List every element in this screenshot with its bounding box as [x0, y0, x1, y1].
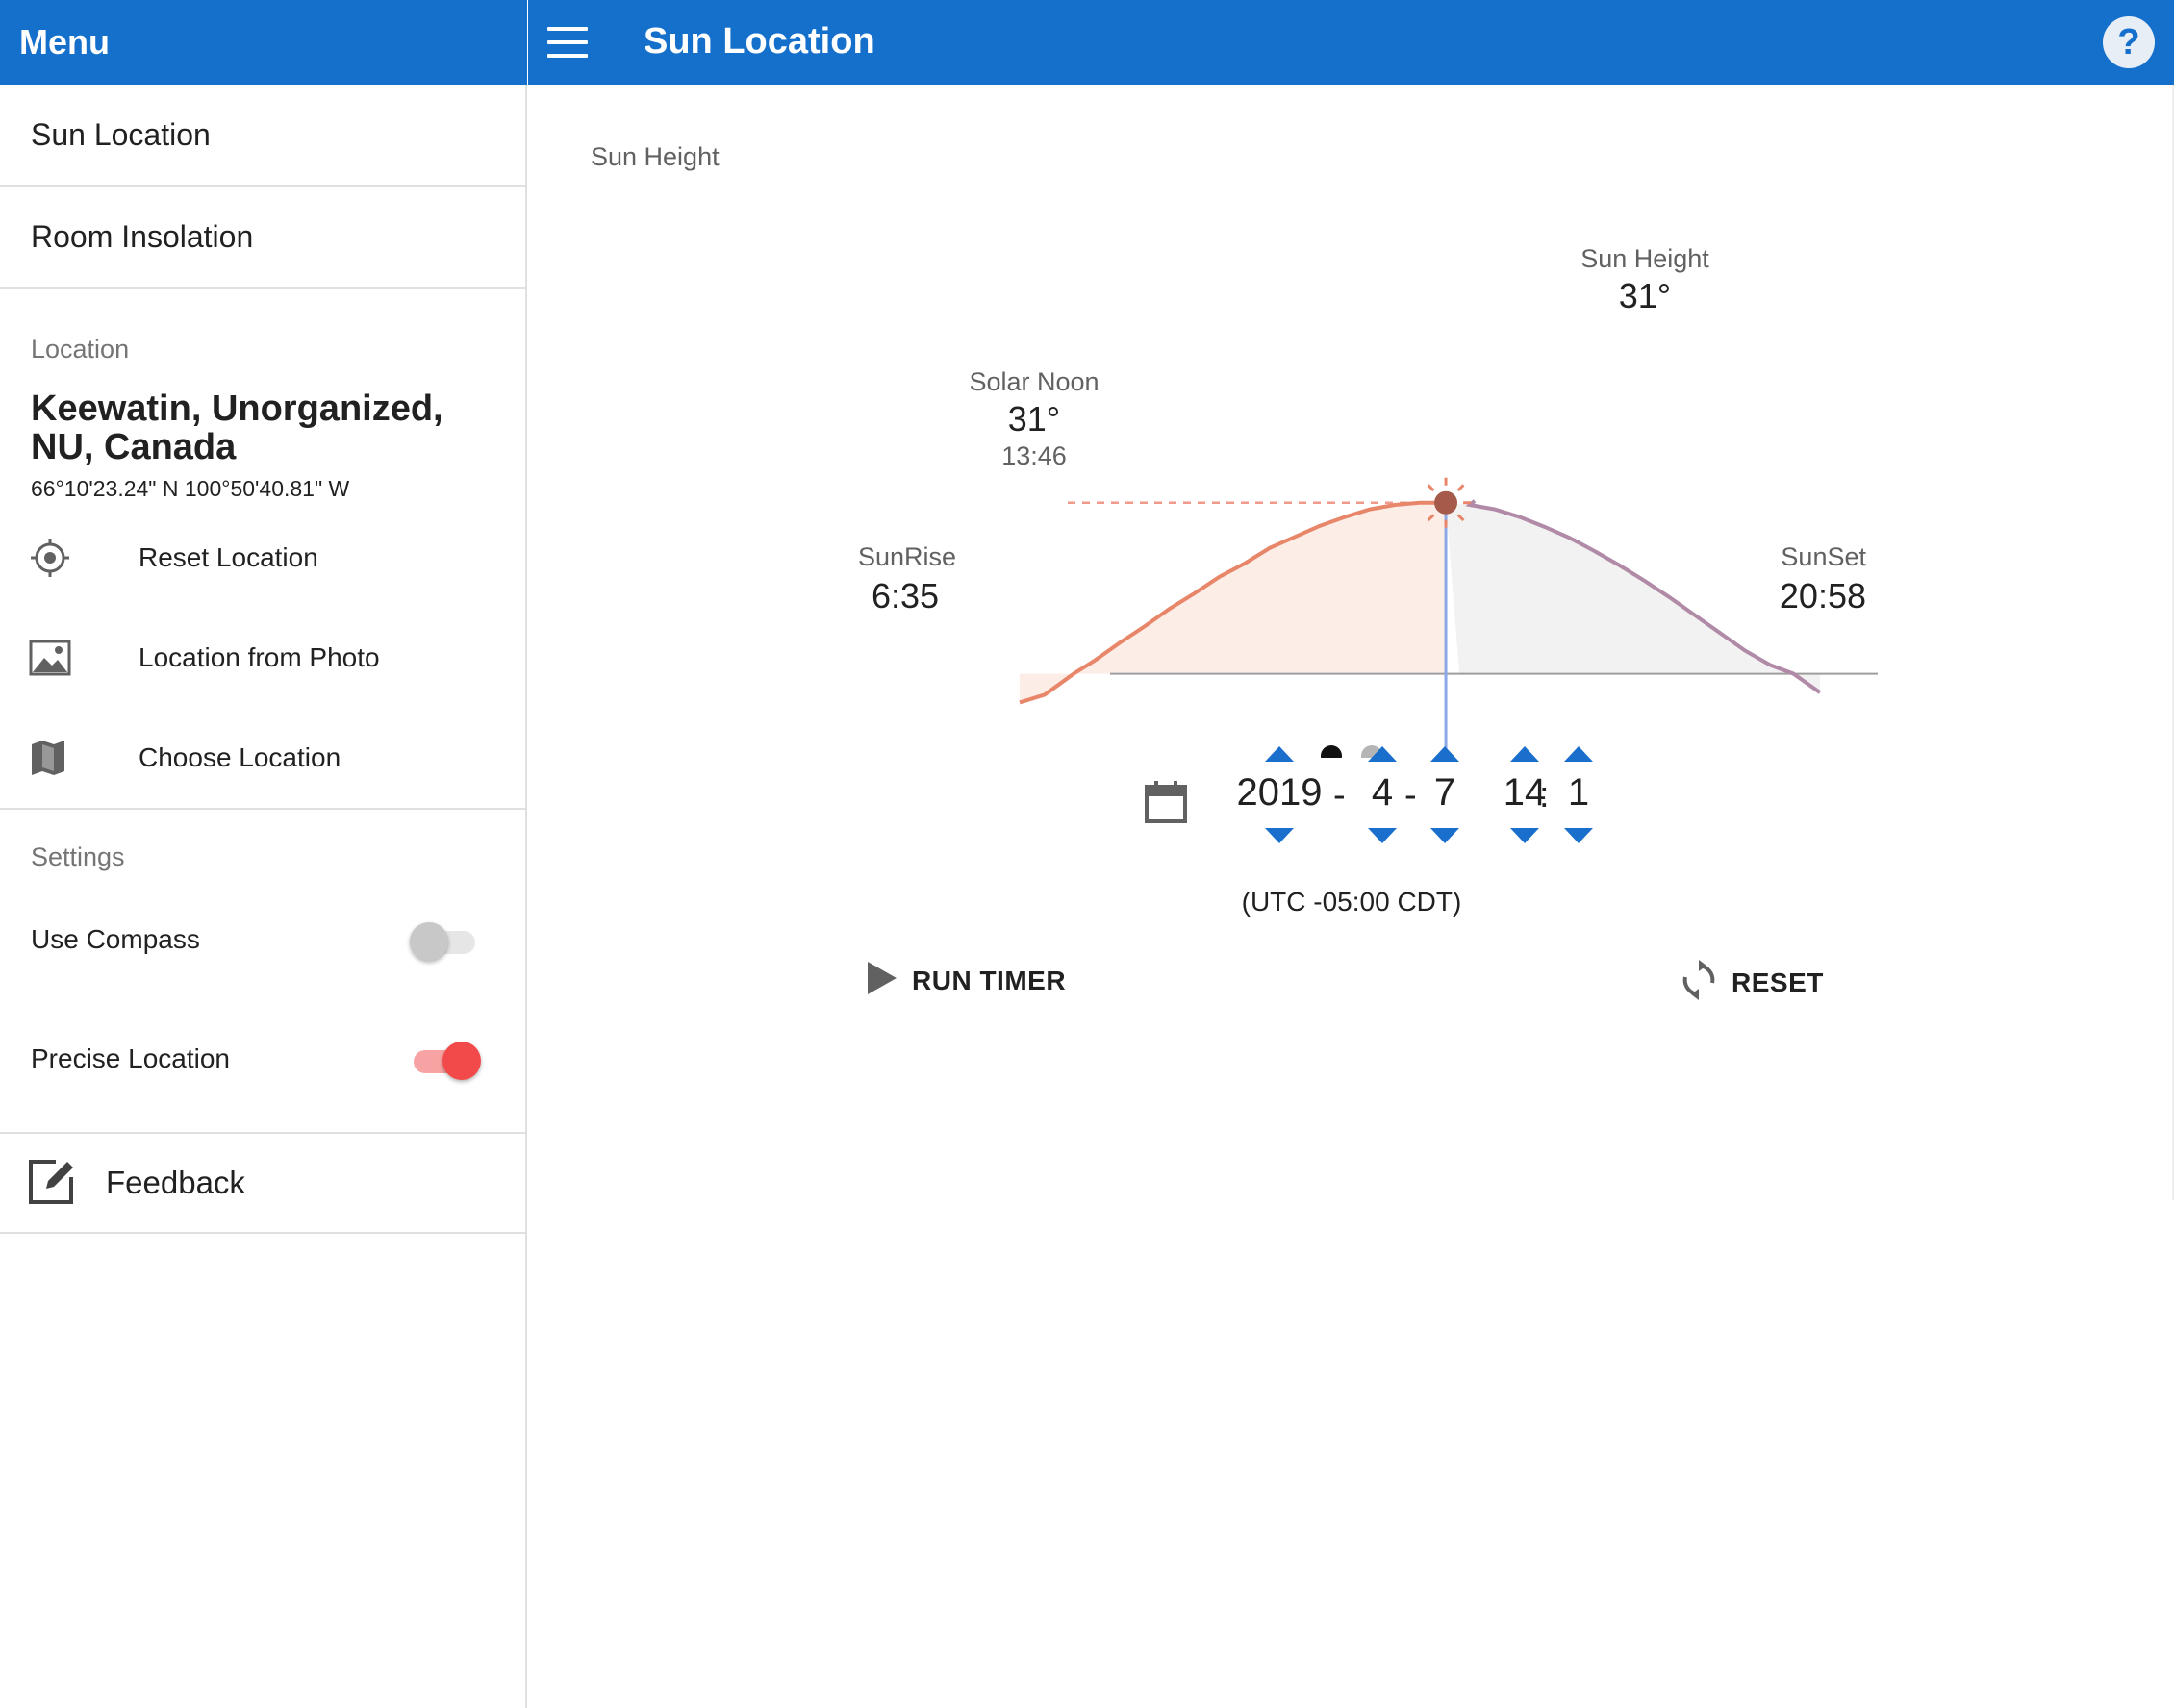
hour-down-arrow-icon[interactable] [1510, 828, 1539, 843]
hour-value[interactable]: 14 [1503, 771, 1547, 814]
choose-location-label: Choose Location [139, 742, 341, 772]
time-separator: : [1539, 775, 1550, 816]
use-compass-row: Use Compass [0, 880, 525, 999]
minute-up-arrow-icon[interactable] [1564, 746, 1593, 762]
timezone-label: (UTC -05:00 CDT) [1241, 887, 1462, 917]
sun-height-chart[interactable]: Sun Height 31° Solar Noon 31° 13:46 SunR… [529, 85, 2174, 758]
divider [2172, 85, 2174, 1200]
precise-location-toggle[interactable] [410, 1040, 481, 1080]
main-content: Sun Height Sun Height 31° Solar Noon 31°… [529, 85, 2174, 1708]
location-name: Keewatin, Unorganized, NU, Canada [0, 389, 525, 466]
calendar-icon[interactable] [1143, 779, 1189, 830]
day-down-arrow-icon[interactable] [1430, 828, 1459, 843]
date-separator: - [1333, 775, 1346, 816]
day-up-arrow-icon[interactable] [1430, 746, 1459, 762]
drawer-title: Menu [19, 22, 110, 62]
minute-value[interactable]: 1 [1567, 771, 1590, 814]
daylight-after-now-fill [1446, 502, 1820, 693]
location-name-line1: Keewatin, Unorganized, [31, 389, 443, 429]
crosshair-icon [0, 537, 139, 579]
navigation-drawer: Sun Location Room Insolation Location Ke… [0, 85, 527, 1708]
nav-item-room-insolation[interactable]: Room Insolation [0, 187, 525, 289]
month-up-arrow-icon[interactable] [1368, 746, 1397, 762]
sun-ray [1456, 514, 1465, 522]
settings-section-label: Settings [31, 842, 125, 871]
sunset-label: SunSet [1781, 542, 1866, 571]
page-indicator-dot[interactable] [1321, 745, 1342, 758]
help-icon[interactable]: ? [2103, 16, 2155, 68]
sunset-block: SunSet 20:58 [1722, 542, 1876, 616]
sunrise-label: SunRise [858, 542, 957, 571]
current-height-value: 31° [1618, 276, 1672, 315]
sun-ray [1427, 514, 1435, 522]
use-compass-toggle[interactable] [410, 920, 479, 961]
choose-location-button[interactable]: Choose Location [0, 708, 525, 808]
precise-location-label: Precise Location [31, 1043, 231, 1073]
sun-ray [1456, 484, 1465, 492]
month-field: 4 [1358, 746, 1406, 843]
reset-location-label: Reset Location [139, 542, 318, 572]
sun-height-section-title: Sun Height [591, 142, 720, 171]
nav-item-sun-location[interactable]: Sun Location [0, 85, 525, 187]
reset-location-button[interactable]: Reset Location [0, 508, 525, 608]
hour-up-arrow-icon[interactable] [1510, 746, 1539, 762]
image-icon [0, 639, 139, 677]
location-from-photo-button[interactable]: Location from Photo [0, 608, 525, 708]
app-title: Sun Location [644, 21, 875, 62]
drawer-header: Menu [0, 0, 527, 85]
year-down-arrow-icon[interactable] [1265, 828, 1294, 843]
sunrise-block: SunRise 6:35 [847, 542, 1000, 616]
sunset-time: 20:58 [1779, 576, 1866, 615]
solar-noon-block: Solar Noon 31° 13:46 [909, 367, 1159, 471]
day-value[interactable]: 7 [1433, 771, 1456, 814]
sun-path-before-now [1019, 500, 1447, 705]
minute-down-arrow-icon[interactable] [1564, 828, 1593, 843]
daylight-before-now-fill [1020, 502, 1447, 703]
hour-field: 14 [1491, 746, 1558, 843]
reset-button[interactable]: RESET [1680, 960, 1824, 1005]
sun-marker [1434, 490, 1458, 515]
sun-path-after-now [1465, 499, 1822, 694]
divider [0, 808, 525, 810]
location-name-line2: NU, Canada [31, 427, 237, 467]
menu-icon[interactable] [547, 27, 588, 58]
solar-noon-value: 31° [1007, 399, 1061, 439]
month-value[interactable]: 4 [1371, 771, 1394, 814]
month-down-arrow-icon[interactable] [1368, 828, 1397, 843]
run-timer-label: RUN TIMER [912, 965, 1067, 995]
year-up-arrow-icon[interactable] [1265, 746, 1294, 762]
year-field: 2019 [1231, 746, 1327, 843]
reset-label: RESET [1732, 967, 1824, 997]
location-from-photo-label: Location from Photo [139, 642, 380, 672]
day-field: 7 [1421, 746, 1469, 843]
current-height-label: Sun Height [1580, 244, 1709, 273]
solar-noon-label: Solar Noon [969, 367, 1100, 396]
sunrise-time: 6:35 [872, 576, 940, 615]
sun-height-chart-svg [1019, 477, 1878, 758]
divider [0, 1132, 525, 1134]
location-section-label: Location [31, 335, 130, 364]
sun-ray [1427, 484, 1435, 492]
location-coordinates: 66°10'23.24" N 100°50'40.81" W [31, 476, 350, 501]
solar-noon-time: 13:46 [1001, 441, 1067, 470]
map-icon [0, 739, 139, 777]
feedback-label: Feedback [106, 1165, 245, 1200]
play-icon [866, 960, 898, 1001]
run-timer-button[interactable]: RUN TIMER [866, 960, 1066, 1001]
precise-location-row: Precise Location [0, 999, 525, 1118]
use-compass-label: Use Compass [31, 924, 200, 954]
current-height-block: Sun Height 31° [1558, 244, 1732, 316]
edit-icon [27, 1156, 77, 1211]
date-separator: - [1404, 775, 1417, 816]
refresh-icon [1680, 960, 1718, 1005]
feedback-button[interactable]: Feedback [0, 1134, 525, 1234]
app-bar: Sun Location ? [528, 0, 2174, 85]
year-value[interactable]: 2019 [1236, 771, 1323, 814]
minute-field: 1 [1555, 746, 1603, 843]
